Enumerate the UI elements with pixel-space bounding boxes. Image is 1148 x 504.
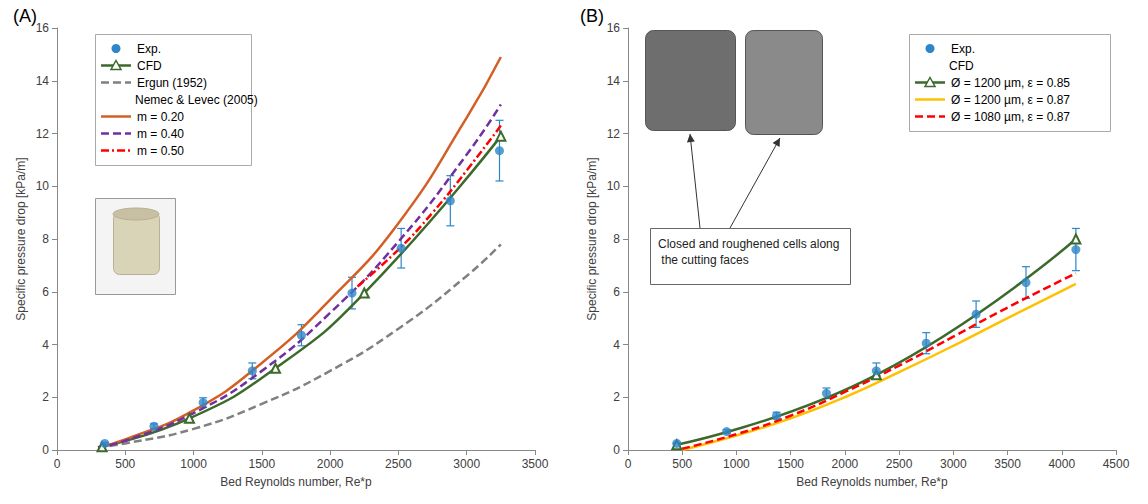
- svg-text:1500: 1500: [777, 457, 804, 471]
- svg-text:Closed and roughened cells alo: Closed and roughened cells along: [658, 237, 839, 251]
- svg-text:Ø = 1200 µm, ε = 0.85: Ø = 1200 µm, ε = 0.85: [951, 76, 1070, 90]
- svg-text:16: 16: [607, 21, 621, 35]
- svg-text:0: 0: [54, 457, 61, 471]
- svg-text:500: 500: [115, 457, 135, 471]
- svg-text:14: 14: [36, 74, 50, 88]
- svg-text:CFD: CFD: [137, 59, 162, 73]
- svg-text:Nemec & Levec (2005): Nemec & Levec (2005): [135, 93, 258, 107]
- svg-text:500: 500: [672, 457, 692, 471]
- svg-text:Bed Reynolds number, Re*p: Bed Reynolds number, Re*p: [220, 475, 372, 489]
- svg-text:10: 10: [607, 179, 621, 193]
- svg-text:Specific pressure drop [kPa/m]: Specific pressure drop [kPa/m]: [585, 157, 599, 320]
- svg-text:m = 0.20: m = 0.20: [137, 110, 184, 124]
- svg-text:m = 0.40: m = 0.40: [137, 127, 184, 141]
- svg-text:CFD: CFD: [949, 59, 974, 73]
- svg-text:Ergun (1952): Ergun (1952): [137, 76, 207, 90]
- svg-text:1000: 1000: [723, 457, 750, 471]
- svg-text:1500: 1500: [249, 457, 276, 471]
- svg-text:14: 14: [607, 74, 621, 88]
- svg-text:4: 4: [613, 338, 620, 352]
- svg-text:16: 16: [36, 21, 50, 35]
- svg-text:6: 6: [613, 285, 620, 299]
- svg-text:(B): (B): [580, 6, 604, 26]
- svg-text:2500: 2500: [886, 457, 913, 471]
- svg-text:Exp.: Exp.: [951, 42, 975, 56]
- svg-text:2: 2: [613, 390, 620, 404]
- svg-text:4: 4: [42, 338, 49, 352]
- svg-text:Ø = 1200 µm, ε = 0.87: Ø = 1200 µm, ε = 0.87: [951, 93, 1070, 107]
- svg-text:the cutting faces: the cutting faces: [658, 253, 749, 267]
- svg-text:10: 10: [36, 179, 50, 193]
- svg-text:0: 0: [625, 457, 632, 471]
- svg-text:2500: 2500: [385, 457, 412, 471]
- svg-text:m = 0.50: m = 0.50: [137, 144, 184, 158]
- svg-text:3000: 3000: [453, 457, 480, 471]
- svg-text:12: 12: [607, 127, 621, 141]
- svg-text:Bed Reynolds number, Re*p: Bed Reynolds number, Re*p: [796, 475, 948, 489]
- svg-text:3000: 3000: [940, 457, 967, 471]
- svg-text:2000: 2000: [317, 457, 344, 471]
- svg-text:4000: 4000: [1048, 457, 1075, 471]
- svg-text:0: 0: [42, 443, 49, 457]
- svg-text:2000: 2000: [832, 457, 859, 471]
- svg-text:12: 12: [36, 127, 50, 141]
- svg-text:8: 8: [42, 232, 49, 246]
- svg-text:6: 6: [42, 285, 49, 299]
- svg-text:0: 0: [613, 443, 620, 457]
- svg-text:8: 8: [613, 232, 620, 246]
- svg-text:3500: 3500: [994, 457, 1021, 471]
- svg-text:(A): (A): [13, 6, 37, 26]
- svg-text:1000: 1000: [180, 457, 207, 471]
- svg-text:Exp.: Exp.: [137, 42, 161, 56]
- svg-text:Ø = 1080 µm, ε = 0.87: Ø = 1080 µm, ε = 0.87: [951, 110, 1070, 124]
- svg-text:3500: 3500: [522, 457, 549, 471]
- svg-text:2: 2: [42, 390, 49, 404]
- svg-text:4500: 4500: [1103, 457, 1130, 471]
- svg-text:Specific pressure drop [kPa/m]: Specific pressure drop [kPa/m]: [14, 157, 28, 320]
